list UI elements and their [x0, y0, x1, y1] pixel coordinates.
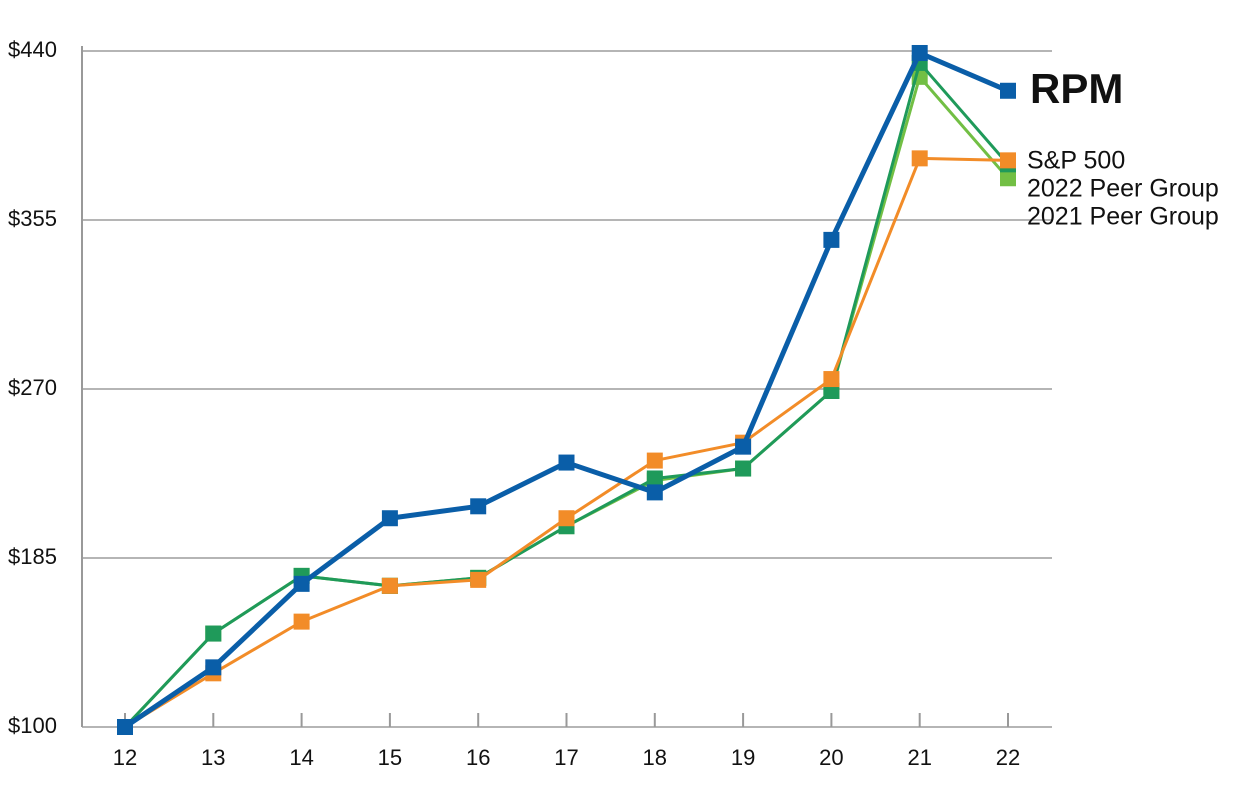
y-tick-label: $440	[8, 37, 57, 62]
x-tick-label: 21	[907, 745, 931, 770]
marker	[381, 577, 398, 594]
marker	[558, 454, 575, 471]
y-tick-label: $185	[8, 544, 57, 569]
marker	[646, 452, 663, 469]
series-label: RPM	[1030, 65, 1123, 112]
marker	[823, 371, 840, 388]
marker	[1000, 82, 1016, 99]
x-tick-label: 19	[731, 745, 755, 770]
marker	[1000, 152, 1016, 169]
y-tick-label: $270	[8, 375, 57, 400]
marker	[470, 571, 487, 588]
x-tick-label: 14	[289, 745, 313, 770]
marker	[911, 44, 928, 61]
series-label: 2021 Peer Group	[1027, 203, 1219, 231]
marker	[646, 470, 663, 487]
marker	[205, 659, 222, 676]
series-label: S&P 500	[1027, 147, 1125, 175]
marker	[735, 460, 752, 477]
x-tick-label: 22	[996, 745, 1020, 770]
marker	[117, 719, 133, 735]
y-tick-label: $100	[8, 713, 57, 738]
marker	[205, 625, 222, 642]
marker	[293, 575, 310, 592]
marker	[293, 613, 310, 630]
marker	[558, 510, 575, 527]
marker	[470, 498, 487, 515]
series-line	[123, 75, 1010, 729]
marker	[381, 510, 398, 527]
x-tick-label: 16	[466, 745, 490, 770]
x-tick-label: 13	[201, 745, 225, 770]
x-tick-label: 15	[378, 745, 402, 770]
y-tick-label: $355	[8, 206, 57, 231]
marker	[823, 231, 840, 248]
marker	[735, 438, 752, 455]
x-tick-label: 18	[643, 745, 667, 770]
x-tick-label: 20	[819, 745, 843, 770]
marker	[646, 484, 663, 501]
series-label: 2022 Peer Group	[1027, 175, 1219, 203]
marker	[1000, 170, 1016, 187]
series-line	[124, 156, 1009, 729]
x-tick-label: 17	[554, 745, 578, 770]
x-tick-label: 12	[113, 745, 137, 770]
marker	[911, 150, 928, 167]
